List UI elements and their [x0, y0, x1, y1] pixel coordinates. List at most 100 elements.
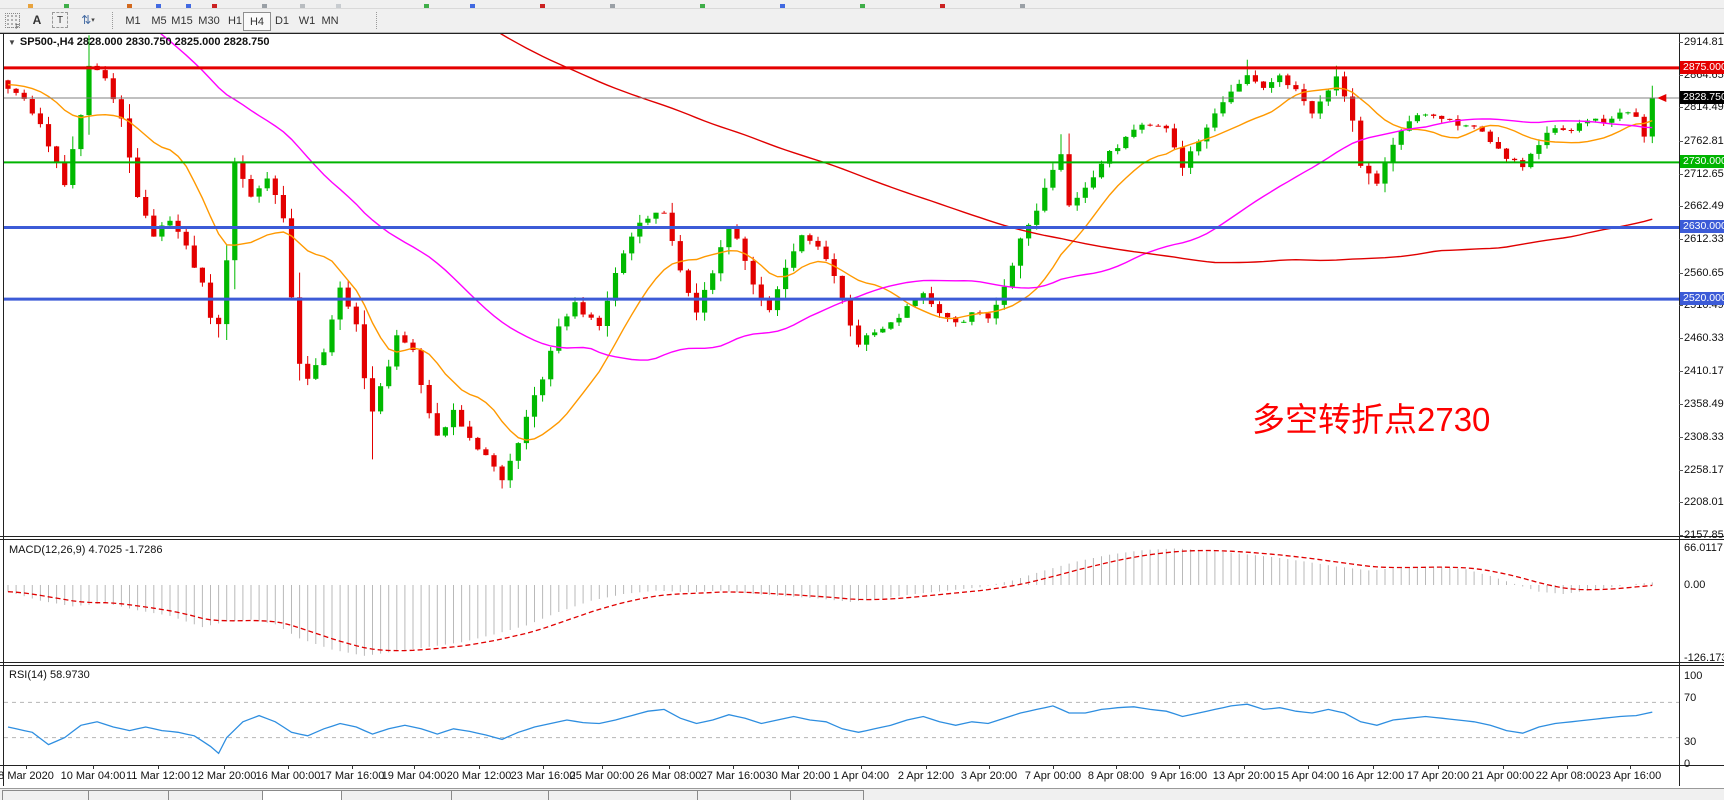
- toolbar-separator: [112, 12, 114, 29]
- indicators-icon[interactable]: ⇅ ▾: [81, 13, 95, 27]
- timeframe-button-mn[interactable]: MN: [321, 14, 339, 27]
- clipped-icon-fragment: [262, 4, 267, 8]
- rsi-panel-top-border: [0, 665, 1724, 666]
- price-axis-label: 2662.490: [1684, 200, 1724, 212]
- price-axis-label: 2208.010: [1684, 496, 1724, 508]
- time-axis-tick: [1373, 765, 1374, 769]
- price-axis-label: 2712.650: [1684, 168, 1724, 180]
- time-axis-tick: [669, 765, 670, 769]
- time-axis-tick: [926, 765, 927, 769]
- symbol-ohlc-text: SP500-,H4 2828.000 2830.750 2825.000 282…: [19, 36, 270, 48]
- time-axis-label: 21 Apr 00:00: [1471, 770, 1535, 782]
- time-axis-label: 8 Mar 2020: [0, 770, 54, 782]
- clipped-icon-fragment: [470, 4, 475, 8]
- time-axis-tick: [1053, 765, 1054, 769]
- timeframe-button-m15[interactable]: M15: [171, 14, 193, 27]
- chart-tab-active[interactable]: [262, 790, 342, 800]
- clipped-icon-fragment: [336, 4, 341, 8]
- macd-canvas[interactable]: [4, 540, 1679, 662]
- timeframe-button-h4[interactable]: H4: [243, 12, 271, 31]
- time-axis-label: 23 Mar 16:00: [510, 770, 576, 782]
- t-icon: T: [52, 12, 68, 28]
- price-axis-tick: [1679, 502, 1683, 503]
- time-axis-label: 17 Apr 20:00: [1406, 770, 1470, 782]
- crosshair-grid-icon[interactable]: F: [3, 11, 21, 31]
- timeframe-button-m1[interactable]: M1: [125, 14, 141, 27]
- price-level-tag[interactable]: 2730.000: [1680, 155, 1724, 168]
- price-level-tag[interactable]: 2630.000: [1680, 220, 1724, 233]
- chart-tab[interactable]: [451, 790, 550, 800]
- time-axis-tick: [1503, 765, 1504, 769]
- chart-tab[interactable]: [168, 790, 264, 800]
- chart-tab[interactable]: [340, 790, 453, 800]
- chart-tab[interactable]: [790, 790, 864, 800]
- macd-panel-top-border: [0, 539, 1724, 540]
- price-level-tag[interactable]: 2520.000: [1680, 292, 1724, 305]
- time-axis-label: 7 Apr 00:00: [1024, 770, 1082, 782]
- chart-top-border: [0, 33, 1724, 34]
- time-axis-label: 27 Mar 16:00: [700, 770, 766, 782]
- price-axis-label: 2460.330: [1684, 332, 1724, 344]
- time-axis-tick: [1567, 765, 1568, 769]
- clipped-icon-fragment: [186, 4, 191, 8]
- macd-indicator-label: MACD(12,26,9) 4.7025 -1.7286: [9, 544, 163, 556]
- time-axis-tick: [1630, 765, 1631, 769]
- text-label-tool-button[interactable]: A: [32, 13, 42, 27]
- time-axis-tick: [602, 765, 603, 769]
- time-axis-label: 3 Apr 20:00: [960, 770, 1018, 782]
- price-axis-tick: [1679, 371, 1683, 372]
- chevron-down-icon[interactable]: ▼: [8, 38, 16, 47]
- timeframe-button-m5[interactable]: M5: [151, 14, 167, 27]
- price-level-tag[interactable]: 2875.000: [1680, 61, 1724, 74]
- time-axis-tick: [1438, 765, 1439, 769]
- toolbar: F A T ⇅ ▾ M1 M5 M15 M30 H1 H4 D1 W1 MN: [0, 9, 1724, 33]
- macd-rsi-separator[interactable]: [0, 662, 1724, 663]
- time-axis-tick: [26, 765, 27, 769]
- time-axis-tick: [861, 765, 862, 769]
- chart-text-annotation[interactable]: 多空转折点2730: [1252, 401, 1491, 438]
- price-axis-label: 2560.650: [1684, 267, 1724, 279]
- price-axis-tick: [1679, 75, 1683, 76]
- price-axis-tick: [1679, 239, 1683, 240]
- timeframe-button-d1[interactable]: D1: [274, 14, 290, 27]
- rsi-canvas[interactable]: [4, 666, 1679, 765]
- price-axis-tick: [1679, 141, 1683, 142]
- main-chart-canvas[interactable]: [4, 34, 1679, 536]
- clipped-toolbar-strip: [0, 0, 1724, 9]
- rsi-axis-label: 70: [1684, 692, 1697, 704]
- price-axis-label: 2762.810: [1684, 135, 1724, 147]
- rsi-axis-label: 0: [1684, 758, 1691, 770]
- time-axis-label: 2 Apr 12:00: [897, 770, 955, 782]
- clipped-icon-fragment: [424, 4, 429, 8]
- clipped-icon-fragment: [64, 4, 69, 8]
- chart-tab[interactable]: [88, 790, 170, 800]
- chart-tab[interactable]: [2, 790, 90, 800]
- time-axis-label: 22 Apr 08:00: [1535, 770, 1599, 782]
- macd-axis-label: -126.173: [1684, 652, 1724, 664]
- rsi-axis-label: 100: [1684, 670, 1703, 682]
- time-axis-tick: [989, 765, 990, 769]
- chart-title-ohlc[interactable]: ▼ SP500-,H4 2828.000 2830.750 2825.000 28…: [8, 36, 269, 48]
- time-axis-tick: [93, 765, 94, 769]
- clipped-icon-fragment: [127, 4, 132, 8]
- clipped-icon-fragment: [156, 4, 161, 8]
- chart-tab[interactable]: [548, 790, 699, 800]
- time-axis-tick: [479, 765, 480, 769]
- price-axis-label: 2914.810: [1684, 36, 1724, 48]
- timeframe-button-m30[interactable]: M30: [198, 14, 220, 27]
- time-axis-tick: [414, 765, 415, 769]
- price-axis-tick: [1679, 107, 1683, 108]
- price-axis-tick: [1679, 338, 1683, 339]
- time-axis-tick: [224, 765, 225, 769]
- price-axis-label: 2308.330: [1684, 431, 1724, 443]
- timeframe-button-w1[interactable]: W1: [298, 14, 316, 27]
- rsi-axis-label: 30: [1684, 736, 1697, 748]
- time-axis-label: 19 Mar 04:00: [381, 770, 447, 782]
- chart-tab[interactable]: [697, 790, 792, 800]
- main-macd-separator[interactable]: [0, 536, 1724, 537]
- timeframe-button-h1[interactable]: H1: [227, 14, 243, 27]
- time-axis-label: 16 Mar 00:00: [255, 770, 321, 782]
- text-box-tool-button[interactable]: T: [51, 11, 69, 29]
- chart-left-border: [3, 33, 4, 786]
- price-axis-label: 2814.490: [1684, 101, 1724, 113]
